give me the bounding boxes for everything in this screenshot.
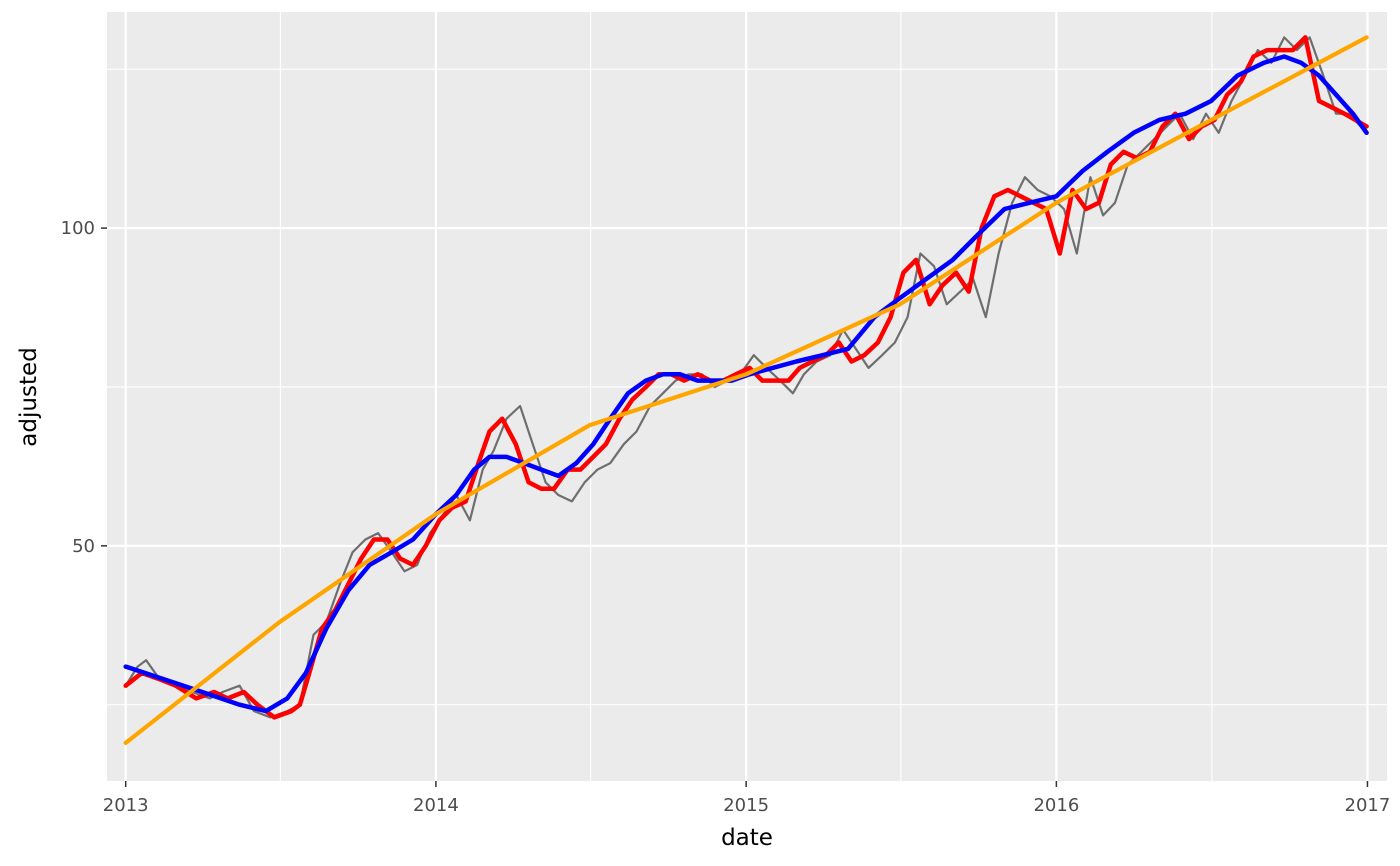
series-layer	[123, 35, 1369, 746]
axis-labels: 2013 2014 2015 2016 2017 50 100	[61, 218, 1391, 816]
x-tick-label: 2013	[103, 795, 149, 816]
grid-major	[107, 12, 1387, 781]
x-tick-label: 2014	[413, 795, 459, 816]
y-tick-label: 100	[61, 218, 95, 239]
axis-ticks	[101, 227, 1369, 787]
x-tick-label: 2016	[1033, 795, 1079, 816]
y-tick-label: 50	[72, 536, 95, 557]
y-axis-title: adjusted	[16, 347, 42, 446]
x-axis-title: date	[721, 825, 773, 851]
x-tick-label: 2017	[1345, 795, 1391, 816]
x-tick-label: 2015	[723, 795, 769, 816]
series-line-2	[123, 54, 1369, 714]
series-line-3	[123, 35, 1369, 746]
